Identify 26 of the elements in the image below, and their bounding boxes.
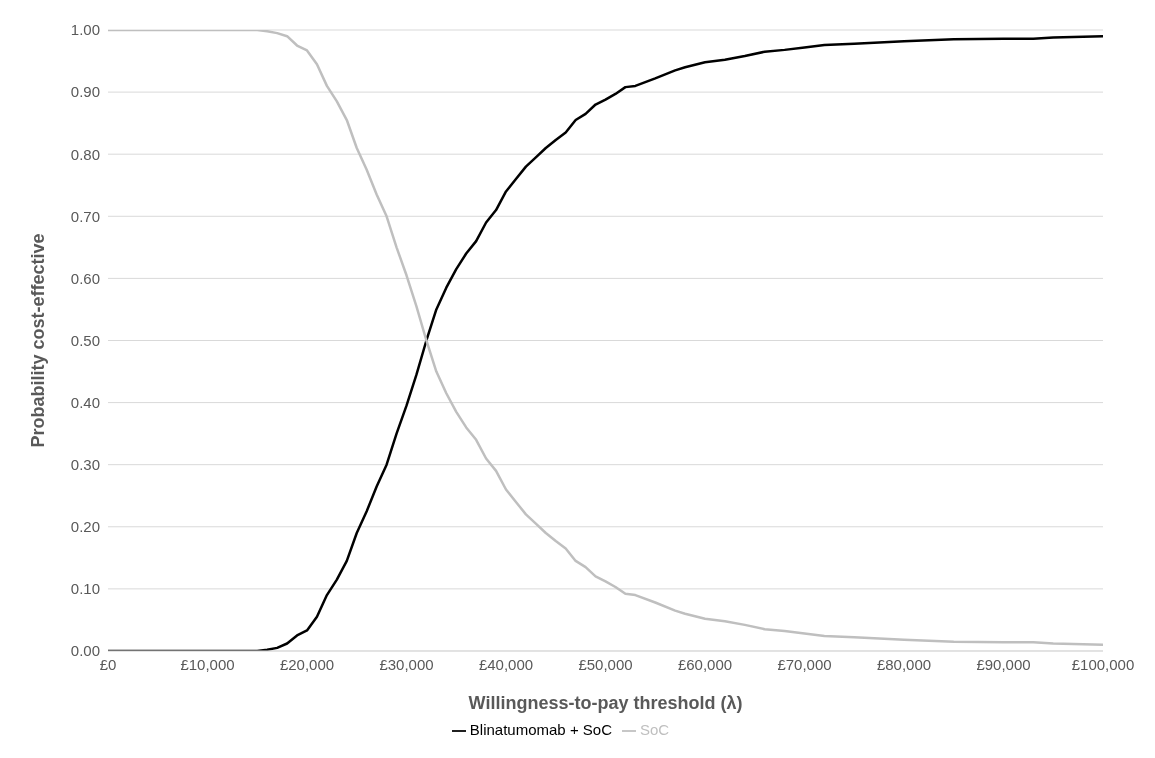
y-tick-label: 0.10 (70, 580, 100, 598)
y-tick-label: 0.00 (70, 642, 100, 660)
x-tick-label: £100,000 (1071, 655, 1135, 673)
x-tick-label: £80,000 (876, 655, 932, 673)
x-axis-title: Willingness-to-pay threshold (λ) (468, 692, 743, 713)
y-tick-label: 0.30 (70, 456, 100, 473)
y-tick-label: 0.60 (70, 269, 100, 287)
y-tick-label: 0.70 (70, 207, 100, 225)
legend-label: SoC (639, 720, 670, 738)
x-tick-label: £70,000 (777, 655, 832, 673)
y-tick-label: 0.90 (70, 83, 100, 101)
x-tick-label: £30,000 (379, 655, 434, 673)
x-tick-label: £40,000 (478, 655, 534, 673)
legend-label: Blinatumomab + SoC (469, 720, 612, 738)
x-tick-label: £90,000 (976, 655, 1031, 673)
y-tick-label: 0.20 (70, 518, 100, 536)
y-tick-label: 0.40 (70, 393, 100, 411)
y-tick-label: 0.50 (70, 331, 100, 349)
x-tick-label: £50,000 (578, 655, 633, 673)
x-tick-label: £60,000 (677, 655, 733, 673)
x-tick-label: £20,000 (279, 655, 335, 673)
x-tick-label: £0 (99, 655, 117, 673)
y-tick-label: 1.00 (70, 21, 100, 39)
x-tick-label: £10,000 (180, 655, 235, 673)
y-axis-title: Probability cost-effective (28, 233, 49, 448)
y-tick-label: 0.80 (70, 145, 100, 163)
